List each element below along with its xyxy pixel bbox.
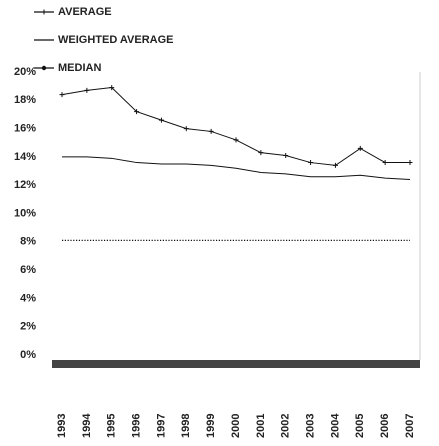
star-marker — [183, 126, 189, 132]
y-tick-label: 20% — [14, 66, 36, 78]
x-tick-label: 1999 — [205, 414, 217, 438]
y-tick-label: 8% — [20, 236, 36, 248]
y-tick-label: 2% — [20, 321, 36, 333]
y-tick-label: 10% — [14, 207, 36, 219]
star-marker — [84, 87, 90, 93]
x-tick-label: 1994 — [81, 413, 93, 438]
x-tick-label: 1997 — [155, 414, 167, 438]
y-tick-label: 18% — [14, 94, 36, 106]
legend-marker — [41, 65, 47, 71]
y-tick-label: 6% — [20, 264, 36, 276]
y-tick-label: 4% — [20, 292, 36, 304]
y-tick-label: 12% — [14, 179, 36, 191]
x-axis-bar — [52, 360, 420, 368]
x-tick-label: 2007 — [404, 414, 416, 438]
star-marker — [308, 160, 314, 166]
legend-label: AVERAGE — [58, 6, 112, 18]
star-marker — [283, 152, 289, 158]
star-marker — [357, 145, 363, 151]
star-marker — [382, 160, 388, 166]
y-tick-label: 16% — [14, 123, 36, 135]
x-tick-label: 2001 — [255, 414, 267, 438]
series-line — [62, 156, 411, 181]
star-marker — [233, 137, 239, 143]
x-tick-label: 1996 — [130, 414, 142, 438]
x-tick-label: 2003 — [304, 414, 316, 438]
x-tick-label: 2000 — [230, 414, 242, 438]
star-marker — [208, 128, 214, 134]
star-marker — [258, 150, 264, 156]
star-marker — [134, 109, 140, 115]
x-tick-label: 2002 — [280, 414, 292, 438]
x-tick-label: 1995 — [106, 414, 118, 438]
star-marker — [332, 162, 338, 168]
x-tick-label: 2004 — [329, 413, 341, 438]
star-marker — [109, 85, 115, 91]
y-tick-label: 0% — [20, 349, 36, 361]
series-line — [61, 87, 410, 166]
star-marker — [59, 92, 65, 98]
legend-label: WEIGHTED AVERAGE — [58, 34, 174, 46]
y-tick-label: 14% — [14, 151, 36, 163]
star-marker — [158, 117, 164, 123]
legend-label: MEDIAN — [58, 62, 101, 74]
x-tick-label: 1993 — [56, 414, 68, 438]
star-marker — [407, 160, 413, 166]
legend-marker — [41, 9, 47, 15]
x-tick-label: 2005 — [354, 414, 366, 438]
x-tick-label: 1998 — [180, 414, 192, 438]
x-tick-label: 2006 — [379, 414, 391, 438]
